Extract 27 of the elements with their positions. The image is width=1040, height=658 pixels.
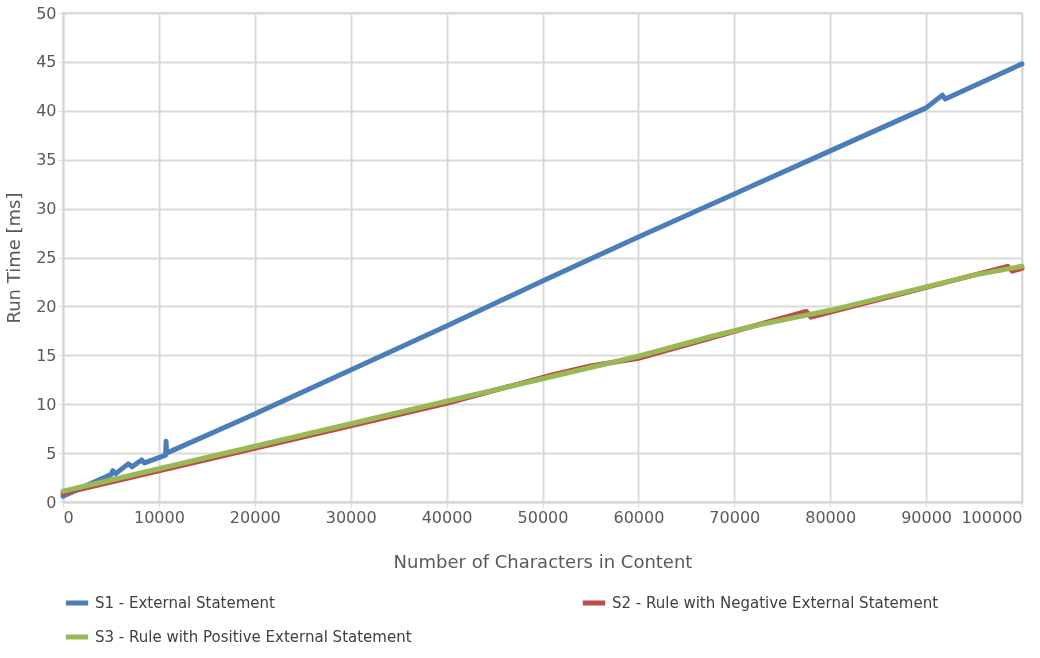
y-tick-label: 10 [36, 394, 57, 414]
x-tick-label: 70000 [709, 507, 761, 527]
y-tick-label: 40 [36, 101, 57, 121]
x-tick-label: 50000 [517, 507, 569, 527]
y-tick-label: 45 [36, 52, 57, 72]
legend-label: S1 - External Statement [95, 594, 276, 612]
x-tick-label: 90000 [901, 507, 953, 527]
x-tick-label: 30000 [325, 507, 377, 527]
x-tick-label: 0 [63, 507, 74, 527]
x-tick-label: 60000 [613, 507, 665, 527]
x-tick-label: 100000 [961, 507, 1023, 527]
y-axis-title: Run Time [ms] [3, 192, 25, 324]
y-tick-label: 20 [36, 296, 57, 316]
y-tick-label: 50 [36, 3, 57, 23]
x-tick-label: 80000 [805, 507, 857, 527]
legend-label: S2 - Rule with Negative External Statement [612, 594, 939, 612]
x-axis-title: Number of Characters in Content [393, 550, 693, 572]
y-tick-label: 5 [46, 443, 57, 463]
x-tick-label: 10000 [133, 507, 185, 527]
y-tick-label: 30 [36, 199, 57, 219]
x-tick-label: 40000 [421, 507, 473, 527]
legend-label: S3 - Rule with Positive External Statement [95, 628, 412, 646]
y-tick-label: 0 [46, 492, 57, 512]
y-tick-label: 25 [36, 248, 57, 267]
x-tick-label: 20000 [229, 507, 281, 527]
y-tick-label: 35 [36, 150, 57, 170]
y-tick-label: 15 [36, 345, 57, 365]
